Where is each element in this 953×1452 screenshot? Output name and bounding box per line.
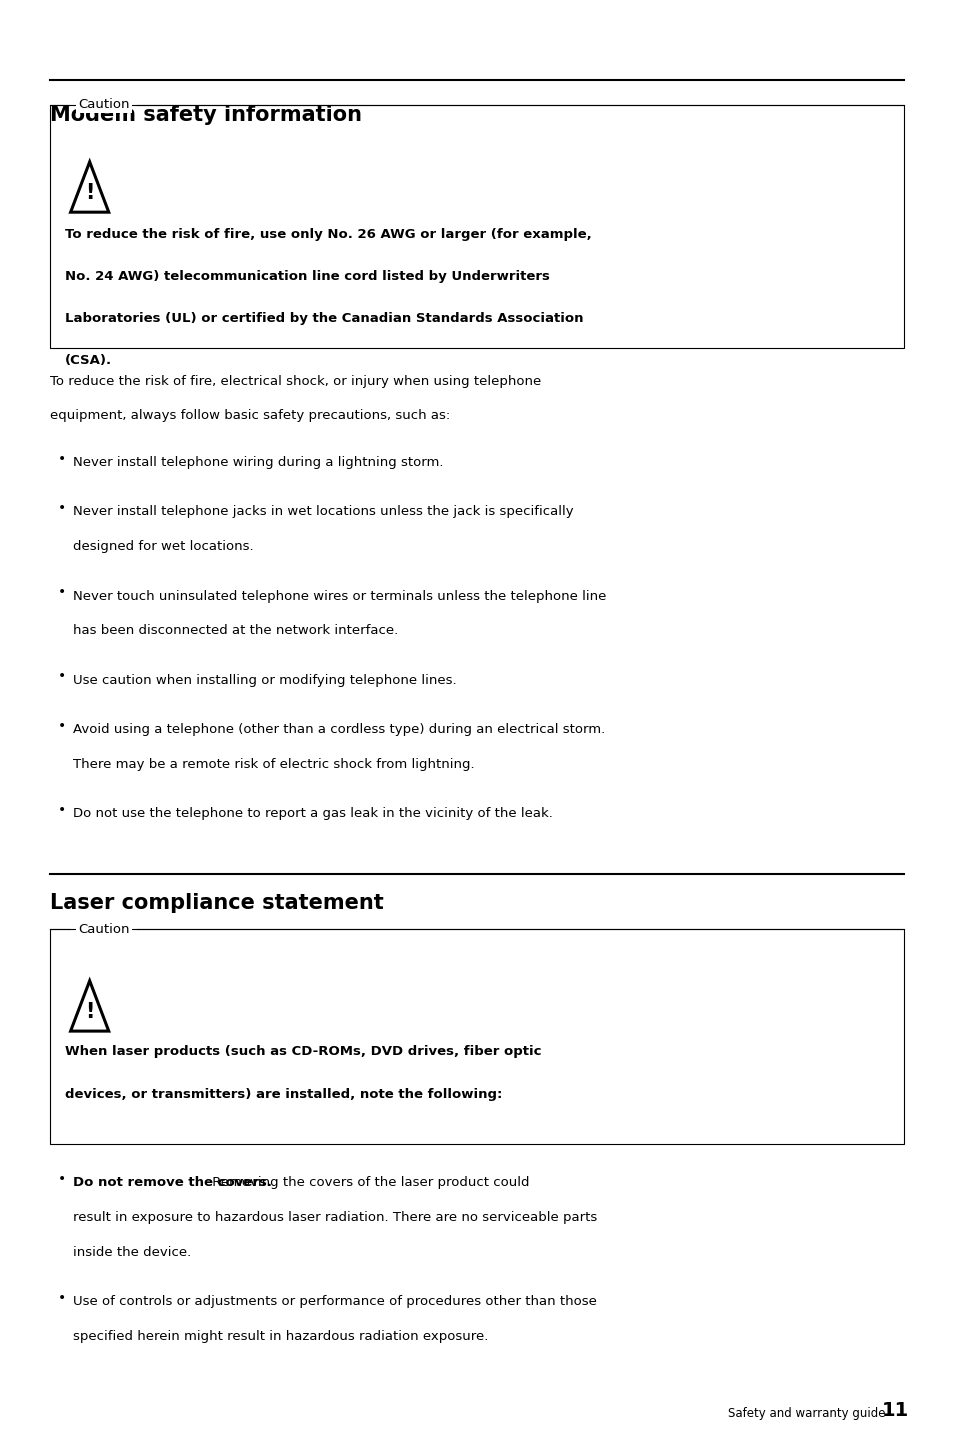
Text: designed for wet locations.: designed for wet locations.: [73, 540, 253, 553]
Text: •: •: [58, 585, 66, 600]
Text: Caution: Caution: [78, 99, 130, 110]
Text: Never install telephone wiring during a lightning storm.: Never install telephone wiring during a …: [73, 456, 443, 469]
Text: •: •: [58, 1291, 66, 1305]
Text: has been disconnected at the network interface.: has been disconnected at the network int…: [73, 624, 398, 637]
Text: To reduce the risk of fire, use only No. 26 AWG or larger (for example,: To reduce the risk of fire, use only No.…: [65, 228, 591, 241]
Text: •: •: [58, 669, 66, 684]
Text: When laser products (such as CD-ROMs, DVD drives, fiber optic: When laser products (such as CD-ROMs, DV…: [65, 1045, 540, 1059]
Text: •: •: [58, 452, 66, 466]
Text: !: !: [85, 183, 94, 203]
Text: Never touch uninsulated telephone wires or terminals unless the telephone line: Never touch uninsulated telephone wires …: [73, 590, 606, 603]
Text: Do not remove the covers.: Do not remove the covers.: [73, 1176, 273, 1189]
Text: No. 24 AWG) telecommunication line cord listed by Underwriters: No. 24 AWG) telecommunication line cord …: [65, 270, 549, 283]
Polygon shape: [71, 161, 109, 212]
Text: Safety and warranty guide: Safety and warranty guide: [727, 1407, 884, 1420]
Text: •: •: [58, 719, 66, 733]
Text: devices, or transmitters) are installed, note the following:: devices, or transmitters) are installed,…: [65, 1088, 501, 1101]
Polygon shape: [71, 980, 109, 1031]
Text: Avoid using a telephone (other than a cordless type) during an electrical storm.: Avoid using a telephone (other than a co…: [73, 723, 605, 736]
Text: equipment, always follow basic safety precautions, such as:: equipment, always follow basic safety pr…: [50, 409, 450, 423]
Text: Modem safety information: Modem safety information: [50, 105, 361, 125]
Text: Use of controls or adjustments or performance of procedures other than those: Use of controls or adjustments or perfor…: [73, 1295, 597, 1308]
Text: •: •: [58, 501, 66, 515]
Text: Do not use the telephone to report a gas leak in the vicinity of the leak.: Do not use the telephone to report a gas…: [73, 807, 553, 820]
Text: inside the device.: inside the device.: [73, 1246, 192, 1259]
Text: (CSA).: (CSA).: [65, 354, 112, 367]
Text: !: !: [85, 1002, 94, 1022]
Text: Laboratories (UL) or certified by the Canadian Standards Association: Laboratories (UL) or certified by the Ca…: [65, 312, 583, 325]
Text: There may be a remote risk of electric shock from lightning.: There may be a remote risk of electric s…: [73, 758, 475, 771]
Text: Laser compliance statement: Laser compliance statement: [50, 893, 383, 913]
FancyBboxPatch shape: [50, 929, 903, 1144]
Text: specified herein might result in hazardous radiation exposure.: specified herein might result in hazardo…: [73, 1330, 488, 1343]
Text: Removing the covers of the laser product could: Removing the covers of the laser product…: [208, 1176, 529, 1189]
Text: Caution: Caution: [78, 923, 130, 935]
Text: To reduce the risk of fire, electrical shock, or injury when using telephone: To reduce the risk of fire, electrical s…: [50, 375, 540, 388]
Text: 11: 11: [881, 1401, 908, 1420]
Text: Never install telephone jacks in wet locations unless the jack is specifically: Never install telephone jacks in wet loc…: [73, 505, 574, 518]
FancyBboxPatch shape: [50, 105, 903, 348]
Text: Use caution when installing or modifying telephone lines.: Use caution when installing or modifying…: [73, 674, 456, 687]
Text: •: •: [58, 1172, 66, 1186]
Text: result in exposure to hazardous laser radiation. There are no serviceable parts: result in exposure to hazardous laser ra…: [73, 1211, 598, 1224]
Text: •: •: [58, 803, 66, 817]
